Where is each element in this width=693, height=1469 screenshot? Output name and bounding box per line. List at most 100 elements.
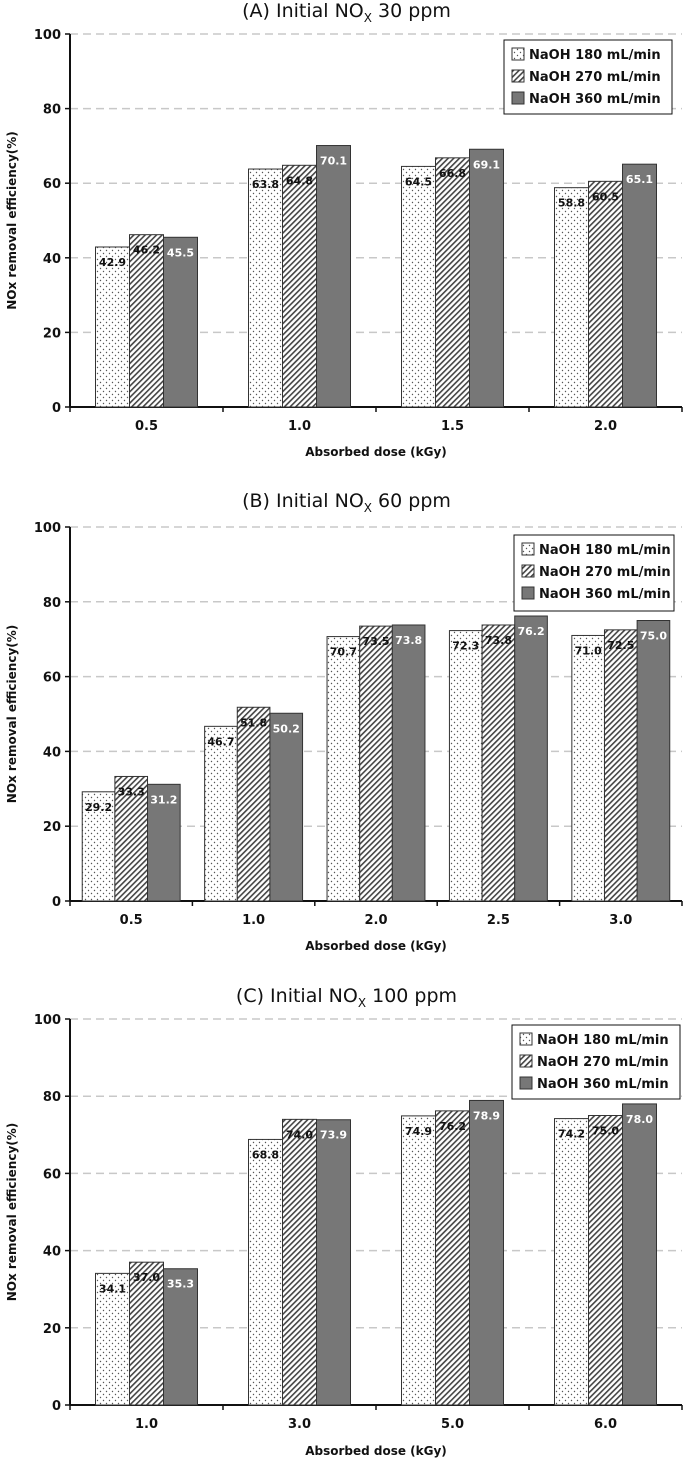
data-label: 33.3 bbox=[118, 785, 145, 798]
legend-swatch bbox=[521, 542, 535, 556]
legend-label: NaOH 180 mL/min bbox=[539, 543, 671, 558]
y-tick-label: 0 bbox=[52, 1399, 61, 1414]
chart-title-subscript: X bbox=[363, 10, 372, 25]
data-label: 75.0 bbox=[640, 630, 667, 643]
legend-box bbox=[503, 39, 673, 115]
x-tick-label: 6.0 bbox=[594, 1417, 617, 1432]
y-tick-label: 100 bbox=[34, 521, 61, 536]
bar-chart-a: 0 20 40 60 80 100 0.5 42.9 46.2 45.5 1.0 63.8 64.8 70… bbox=[5, 28, 683, 459]
bar bbox=[236, 706, 271, 902]
data-label: 51.8 bbox=[240, 716, 267, 729]
data-label: 71.0 bbox=[575, 644, 602, 657]
chart-title: (C) Initial NOX 100 ppm bbox=[0, 985, 693, 1010]
x-tick-label: 0.5 bbox=[135, 419, 158, 434]
chart-title-subscript: X bbox=[363, 500, 373, 515]
y-tick-label: 40 bbox=[43, 745, 61, 760]
data-label: 69.1 bbox=[473, 158, 500, 171]
bar bbox=[129, 234, 164, 408]
x-tick-label: 2.5 bbox=[487, 913, 510, 928]
data-label: 60.5 bbox=[592, 190, 619, 203]
legend: NaOH 180 mL/min NaOH 270 mL/min NaOH 360 m… bbox=[503, 39, 673, 115]
bar bbox=[401, 1115, 436, 1406]
y-tick-label: 40 bbox=[43, 1245, 61, 1260]
chart-title-suffix: 100 ppm bbox=[366, 985, 458, 1007]
bar bbox=[588, 180, 623, 408]
bar bbox=[636, 620, 671, 902]
data-label: 64.5 bbox=[405, 175, 432, 188]
bar bbox=[269, 712, 304, 902]
x-tick-label: 2.0 bbox=[594, 419, 617, 434]
y-tick-label: 80 bbox=[43, 596, 61, 611]
data-label: 76.2 bbox=[439, 1120, 466, 1133]
data-label: 74.9 bbox=[405, 1125, 432, 1138]
data-label: 68.8 bbox=[252, 1148, 279, 1161]
data-label: 73.8 bbox=[395, 634, 422, 647]
bar bbox=[326, 636, 361, 902]
legend-swatch bbox=[511, 69, 525, 83]
x-tick-label: 1.0 bbox=[135, 1417, 158, 1432]
bar bbox=[316, 1119, 351, 1406]
y-tick-label: 20 bbox=[43, 820, 61, 835]
legend-swatch bbox=[511, 47, 525, 61]
data-label: 73.5 bbox=[362, 635, 389, 648]
chart-title-prefix: (A) Initial NO bbox=[242, 0, 364, 22]
bar bbox=[248, 168, 283, 408]
bar-chart-b: 0 20 40 60 80 100 0.5 29.2 33.3 31.2 1.0 46.7 51.8 50… bbox=[5, 521, 683, 953]
legend-label: NaOH 270 mL/min bbox=[529, 70, 661, 85]
data-label: 74.2 bbox=[558, 1128, 585, 1141]
data-label: 75.0 bbox=[592, 1125, 619, 1138]
data-label: 42.9 bbox=[99, 256, 126, 269]
y-tick-label: 80 bbox=[43, 103, 61, 118]
legend-label: NaOH 360 mL/min bbox=[539, 587, 671, 602]
y-axis-title: NOx removal efficiency(%) bbox=[5, 1123, 19, 1302]
bar bbox=[95, 1272, 130, 1406]
data-label: 66.8 bbox=[439, 167, 466, 180]
legend-box bbox=[513, 534, 675, 612]
bar bbox=[571, 634, 605, 902]
x-axis-title: Absorbed dose (kGy) bbox=[305, 445, 447, 459]
y-axis-title: NOx removal efficiency(%) bbox=[5, 625, 19, 804]
data-label: 76.2 bbox=[517, 625, 544, 638]
bar bbox=[282, 1118, 317, 1406]
data-label: 63.8 bbox=[252, 178, 279, 191]
x-tick-label: 5.0 bbox=[441, 1417, 464, 1432]
data-label: 29.2 bbox=[85, 801, 112, 814]
x-axis-title: Absorbed dose (kGy) bbox=[305, 939, 447, 953]
bar bbox=[95, 246, 130, 408]
legend-swatch bbox=[521, 586, 535, 600]
bar bbox=[622, 163, 657, 408]
data-label: 73.9 bbox=[320, 1129, 347, 1142]
bar bbox=[129, 1261, 164, 1406]
y-tick-label: 60 bbox=[43, 1167, 61, 1182]
bar bbox=[248, 1138, 283, 1406]
legend-label: NaOH 360 mL/min bbox=[529, 92, 661, 107]
bar bbox=[469, 1099, 504, 1406]
data-label: 70.7 bbox=[330, 646, 357, 659]
x-tick-label: 3.0 bbox=[288, 1417, 311, 1432]
chart-panel-b: (B) Initial NOX 60 ppm 0 20 40 60 80 100 0.5 29… bbox=[0, 490, 693, 965]
bar bbox=[282, 164, 317, 408]
bar bbox=[81, 791, 116, 902]
data-label: 74.0 bbox=[286, 1128, 313, 1141]
bar bbox=[163, 236, 198, 408]
y-tick-label: 20 bbox=[43, 326, 61, 341]
bar bbox=[435, 1110, 470, 1406]
y-tick-label: 60 bbox=[43, 177, 61, 192]
y-tick-label: 40 bbox=[43, 252, 61, 267]
legend-swatch bbox=[511, 91, 525, 105]
bar bbox=[554, 187, 589, 408]
y-tick-label: 100 bbox=[34, 1013, 61, 1028]
data-label: 72.3 bbox=[452, 640, 479, 653]
data-label: 46.2 bbox=[133, 244, 160, 257]
data-label: 58.8 bbox=[558, 197, 585, 210]
bar bbox=[316, 145, 351, 408]
legend-label: NaOH 270 mL/min bbox=[539, 565, 671, 580]
x-tick-label: 3.0 bbox=[609, 913, 632, 928]
bar bbox=[114, 775, 149, 902]
legend-label: NaOH 180 mL/min bbox=[537, 1033, 669, 1048]
legend-swatch bbox=[519, 1076, 533, 1090]
y-tick-label: 80 bbox=[43, 1090, 61, 1105]
bar bbox=[554, 1118, 589, 1406]
chart-title-prefix: (C) Initial NO bbox=[235, 985, 358, 1007]
data-label: 65.1 bbox=[626, 173, 653, 186]
